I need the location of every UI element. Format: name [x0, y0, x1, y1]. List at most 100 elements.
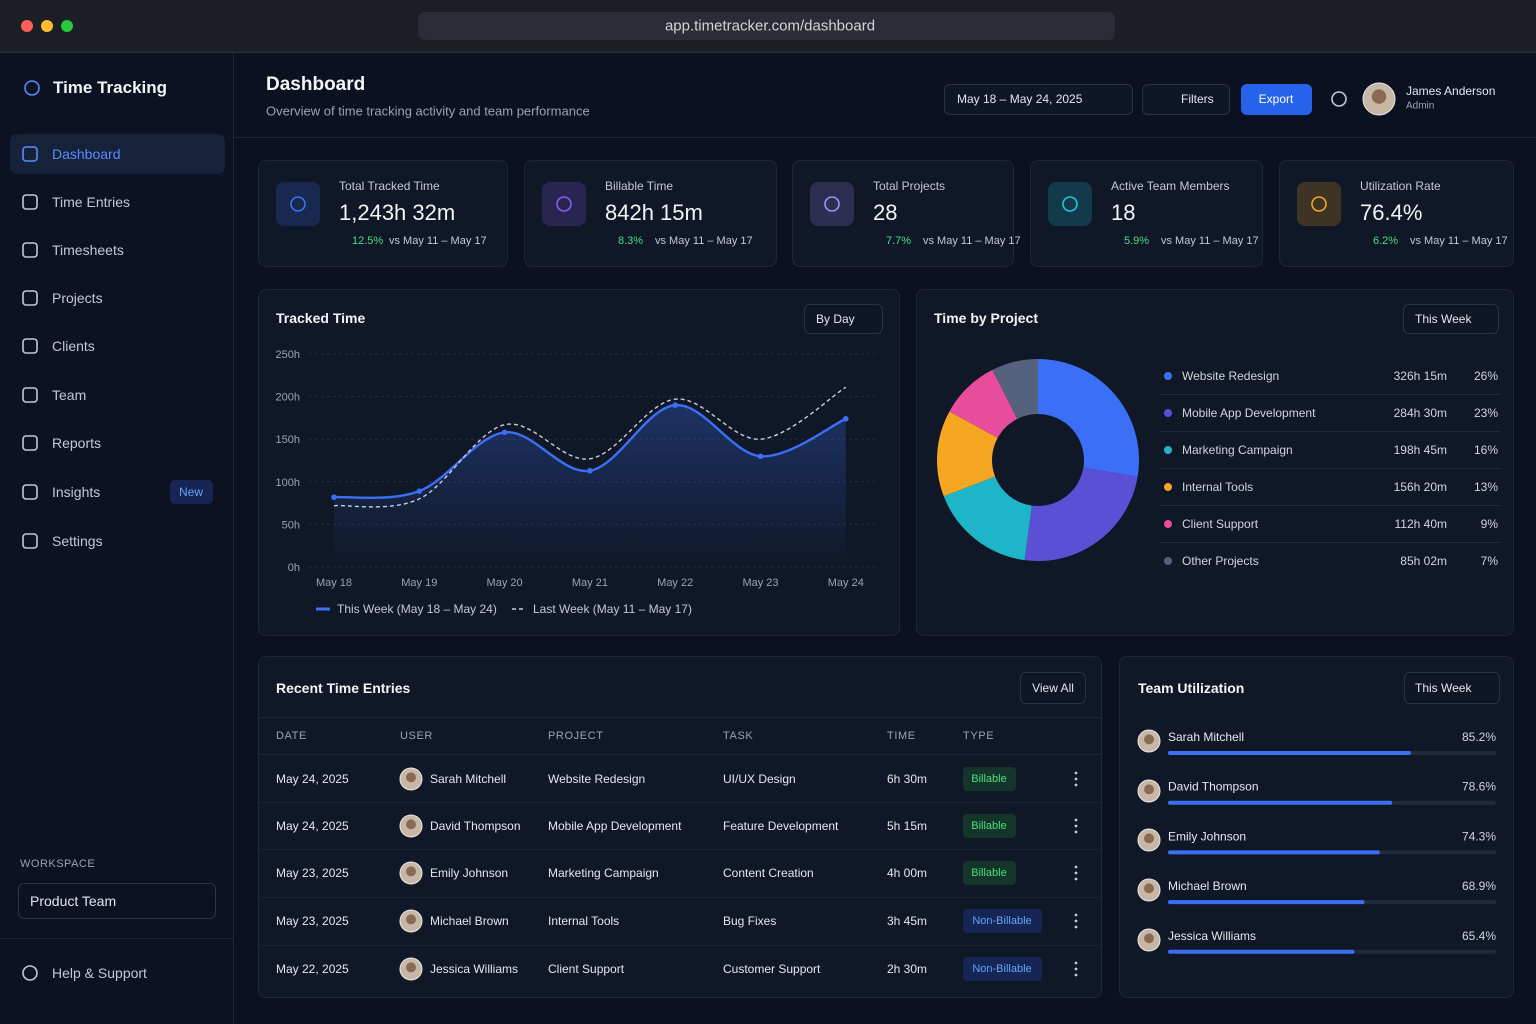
row-menu-dot — [1074, 925, 1078, 929]
graphic — [1137, 779, 1161, 803]
url-bar[interactable] — [418, 12, 1115, 40]
nav-item[interactable]: Dashboard — [52, 146, 121, 162]
bar — [1168, 949, 1355, 954]
graphic — [22, 533, 38, 549]
x-tick-label: May 20 — [487, 577, 523, 589]
graphic — [1074, 771, 1078, 787]
kpi-icon-box — [1297, 182, 1341, 226]
help-link[interactable]: Help & Support — [52, 965, 147, 981]
window-control[interactable] — [21, 20, 33, 32]
view-all-label[interactable]: View All — [1032, 681, 1074, 695]
avatar-face — [1144, 784, 1154, 794]
cell: Feature Development — [723, 819, 839, 833]
pie-slice — [1038, 359, 1139, 477]
kpi-compare: vs May 11 – May 17 — [1161, 235, 1259, 247]
kpi-compare: vs May 11 – May 17 — [1410, 235, 1508, 247]
kpi-title: Total Projects — [873, 179, 946, 193]
x-tick-label: May 24 — [828, 577, 864, 589]
filters-button[interactable] — [1142, 84, 1230, 115]
legend-dot — [1164, 372, 1172, 380]
dropdown[interactable] — [1404, 672, 1500, 704]
legend-duration: 284h 30m — [1394, 406, 1447, 420]
graphic — [556, 196, 572, 212]
view-all-button[interactable] — [1020, 672, 1086, 704]
nav-item[interactable]: Time Entries — [52, 194, 131, 210]
icon — [1311, 196, 1327, 212]
badge-text: New — [178, 485, 204, 499]
graphic — [1074, 865, 1078, 881]
nav-item[interactable]: Team — [52, 387, 87, 403]
icon — [22, 290, 38, 306]
cell: Marketing Campaign — [548, 866, 659, 880]
type-label: Billable — [971, 773, 1007, 785]
cell: UI/UX Design — [723, 772, 796, 786]
brand: Time Tracking — [53, 78, 168, 97]
graphic — [24, 80, 40, 96]
dropdown[interactable] — [1403, 304, 1499, 334]
nav-item[interactable]: Clients — [52, 338, 95, 354]
y-tick-label: 100h — [276, 477, 300, 489]
export-button[interactable] — [1241, 84, 1312, 115]
nav-item[interactable]: Settings — [52, 533, 103, 549]
row-menu-dot — [1074, 777, 1078, 781]
nav-item[interactable]: Timesheets — [52, 242, 124, 258]
cell: Client Support — [548, 962, 625, 976]
kpi-compare: vs May 11 – May 17 — [389, 235, 487, 247]
legend-label: This Week (May 18 – May 24) — [337, 602, 497, 616]
row-menu-dot — [1074, 913, 1078, 917]
page-title: Dashboard — [266, 74, 366, 95]
nav-item[interactable]: Projects — [52, 290, 103, 306]
icon — [22, 242, 38, 258]
data-point — [757, 453, 764, 460]
legend-dot — [1164, 520, 1172, 528]
graphic — [399, 909, 423, 933]
type-badge — [963, 909, 1042, 933]
member-percent: 65.4% — [1462, 929, 1496, 943]
workspace-select[interactable] — [18, 883, 216, 919]
type-label: Billable — [971, 867, 1007, 879]
bar — [1168, 800, 1393, 805]
data-point — [672, 402, 678, 408]
cell: May 24, 2025 — [276, 819, 349, 833]
legend-duration: 112h 40m — [1395, 517, 1447, 531]
column-header: TIME — [887, 730, 916, 742]
row-menu-dot — [1074, 783, 1078, 787]
legend-percent: 23% — [1474, 406, 1498, 420]
graphic — [399, 861, 423, 885]
kpi-change: 12.5% — [352, 235, 384, 247]
graphic — [1137, 729, 1161, 753]
graphic: 0h 50h 100h 150h 200h 250h May 18 May 19 May 20 M… — [276, 349, 879, 616]
window-control[interactable] — [61, 20, 73, 32]
legend-dot — [1164, 446, 1172, 454]
kpi-change: 6.2% — [1373, 235, 1399, 247]
legend-label: Last Week (May 11 – May 17) — [533, 602, 692, 616]
dropdown[interactable] — [804, 304, 883, 334]
legend-duration: 198h 45m — [1394, 443, 1447, 457]
date-picker[interactable] — [944, 84, 1133, 115]
graphic — [399, 767, 423, 791]
avatar-face — [1144, 933, 1154, 944]
icon — [22, 338, 38, 354]
nav-item[interactable]: Reports — [52, 435, 102, 451]
cell: May 24, 2025 — [276, 772, 349, 786]
column-header: TASK — [723, 730, 754, 742]
legend-label: Website Redesign — [1182, 369, 1279, 383]
avatar-face — [1144, 833, 1154, 844]
graphic — [1137, 928, 1161, 952]
legend-label: Client Support — [1182, 517, 1259, 531]
row-divider — [259, 897, 1101, 898]
window-control[interactable] — [41, 20, 53, 32]
nav-item[interactable]: Insights — [52, 484, 101, 500]
kpi-icon-box — [542, 182, 586, 226]
row-menu-dot — [1074, 919, 1078, 923]
divider — [0, 938, 233, 939]
x-tick-label: May 22 — [657, 577, 693, 589]
legend-percent: 9% — [1481, 517, 1499, 531]
kpi-compare: vs May 11 – May 17 — [655, 235, 753, 247]
cell: Website Redesign — [548, 772, 646, 786]
legend-dot — [1164, 557, 1172, 565]
kpi-title: Total Tracked Time — [339, 179, 440, 193]
dropdown-label: This Week — [1415, 681, 1472, 695]
graphic — [22, 965, 38, 981]
